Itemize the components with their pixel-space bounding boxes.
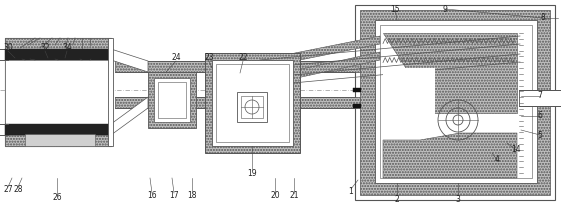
Text: 21: 21	[289, 192, 299, 201]
Bar	[216, 64, 289, 142]
Text: 36: 36	[86, 52, 96, 61]
Bar	[519, 90, 561, 106]
Bar	[158, 82, 186, 118]
Text: 20: 20	[270, 192, 280, 201]
Text: 4: 4	[495, 156, 499, 165]
Bar	[5, 135, 111, 146]
Text: 34: 34	[62, 43, 72, 52]
Text: 14: 14	[511, 146, 521, 155]
Bar	[355, 5, 555, 200]
Text: 24: 24	[171, 53, 181, 62]
Text: 33: 33	[50, 52, 60, 61]
Text: 28: 28	[13, 186, 23, 194]
Bar	[241, 96, 263, 118]
Text: 3: 3	[456, 194, 461, 203]
Bar	[148, 72, 196, 128]
Text: 16: 16	[147, 192, 157, 201]
Bar	[115, 97, 360, 108]
Bar	[115, 61, 360, 72]
Bar	[154, 78, 190, 122]
Text: 23: 23	[204, 53, 214, 62]
Text: 29: 29	[17, 52, 27, 61]
Polygon shape	[111, 97, 148, 135]
Polygon shape	[383, 133, 517, 178]
Bar	[5, 60, 111, 124]
Text: 7: 7	[537, 92, 542, 100]
Text: 9: 9	[443, 5, 448, 14]
Bar	[353, 88, 361, 92]
Text: 26: 26	[52, 193, 62, 203]
Bar	[205, 53, 300, 153]
Text: 8: 8	[541, 14, 545, 22]
Bar	[108, 38, 113, 146]
Text: 30: 30	[3, 43, 13, 52]
Bar	[237, 92, 267, 122]
Bar	[380, 25, 532, 178]
Text: 1: 1	[348, 187, 353, 197]
Text: 17: 17	[169, 192, 179, 201]
Text: 19: 19	[247, 168, 257, 177]
Bar	[5, 124, 111, 135]
Text: 27: 27	[3, 186, 13, 194]
Text: 15: 15	[390, 5, 400, 14]
Text: 5: 5	[537, 130, 542, 140]
Bar	[5, 38, 111, 146]
Text: 31: 31	[25, 52, 35, 61]
Text: 32: 32	[40, 43, 50, 52]
Bar	[360, 10, 550, 195]
Text: 2: 2	[394, 194, 399, 203]
Bar	[353, 104, 361, 108]
Polygon shape	[111, 49, 148, 72]
Polygon shape	[260, 36, 380, 68]
Polygon shape	[260, 52, 380, 86]
Text: 22: 22	[238, 53, 248, 62]
Text: 35: 35	[75, 52, 85, 61]
Polygon shape	[383, 68, 435, 113]
Bar	[25, 134, 95, 146]
Polygon shape	[383, 33, 517, 113]
Bar	[5, 38, 111, 49]
Text: 18: 18	[187, 192, 197, 201]
Bar	[212, 60, 293, 146]
Text: 6: 6	[537, 111, 542, 120]
Bar	[375, 20, 537, 183]
Bar	[5, 49, 111, 60]
